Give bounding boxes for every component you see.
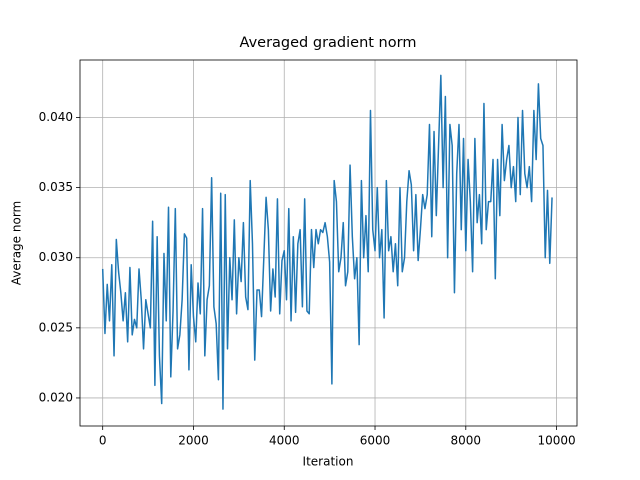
x-tick-label: 2000 — [178, 434, 209, 448]
x-axis-label: Iteration — [303, 455, 354, 469]
y-tick-label: 0.040 — [39, 110, 73, 124]
x-tick-label: 6000 — [360, 434, 391, 448]
x-tick-label: 10000 — [537, 434, 575, 448]
y-tick-label: 0.035 — [39, 180, 73, 194]
x-tick-label: 8000 — [451, 434, 482, 448]
y-tick-label: 0.025 — [39, 320, 73, 334]
y-axis-label: Average norm — [10, 201, 24, 285]
chart-title: Averaged gradient norm — [240, 35, 417, 51]
y-tick-label: 0.020 — [39, 390, 73, 404]
y-tick-label: 0.030 — [39, 250, 73, 264]
x-tick-label: 0 — [99, 434, 107, 448]
plot-frame — [79, 59, 578, 427]
x-tick-label: 4000 — [269, 434, 300, 448]
data-line — [101, 74, 553, 410]
